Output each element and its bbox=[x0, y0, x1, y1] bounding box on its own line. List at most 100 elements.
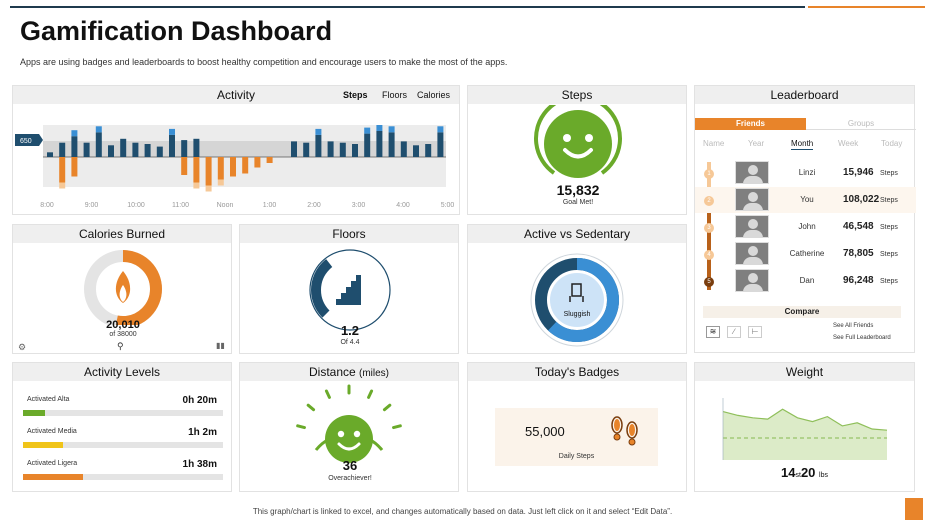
leaderboard-row[interactable]: 3 John 46,548 Steps bbox=[695, 214, 916, 240]
activity-bar-up bbox=[303, 142, 310, 157]
rank-badge: 4 bbox=[704, 250, 714, 260]
activity-bar-up bbox=[59, 142, 66, 157]
weight-value-lbs: 20 bbox=[800, 465, 816, 480]
tab-friends[interactable]: Friends bbox=[695, 118, 806, 130]
page-title: Gamification Dashboard bbox=[20, 16, 333, 46]
leaderboard-name: Linzi bbox=[798, 168, 816, 177]
sun-ray bbox=[367, 389, 374, 399]
leaderboard-row[interactable]: 2 You 108,022 Steps bbox=[695, 187, 916, 213]
leaderboard-unit: Steps bbox=[880, 224, 898, 231]
sun-ray bbox=[392, 424, 402, 430]
badge-card[interactable]: 55,000 Daily Steps bbox=[495, 408, 658, 466]
activity-bar-up bbox=[364, 133, 371, 157]
avatar-body bbox=[743, 257, 763, 265]
activity-bar-up bbox=[388, 132, 395, 157]
weight-value-st: 14 bbox=[781, 465, 796, 480]
tab-steps[interactable]: Steps bbox=[343, 90, 368, 100]
period-week[interactable]: Week bbox=[838, 139, 859, 148]
period-today[interactable]: Today bbox=[881, 139, 903, 148]
activity-bar-down bbox=[71, 157, 78, 177]
calories-title: Calories Burned bbox=[78, 227, 166, 241]
distance-unit: (miles) bbox=[359, 368, 390, 379]
steps-panel: Steps 15,832 Goal Met! bbox=[467, 85, 687, 215]
steps-caption: Goal Met! bbox=[562, 199, 594, 206]
distance-title: Distance bbox=[308, 365, 356, 379]
activity-bar-cap bbox=[169, 128, 175, 135]
stairs-icon[interactable]: ∕ bbox=[727, 326, 741, 338]
period-month[interactable]: Month bbox=[791, 139, 814, 150]
leaderboard-unit: Steps bbox=[880, 278, 898, 285]
activity-marker-badge bbox=[15, 134, 43, 146]
activity-x-label: 9:00 bbox=[85, 202, 99, 209]
avatar bbox=[735, 188, 769, 211]
avatar-head bbox=[748, 246, 758, 256]
leaderboard-unit: Steps bbox=[880, 251, 898, 258]
activity-bar-down-cap bbox=[193, 182, 200, 189]
activity-bar-down-cap bbox=[217, 179, 224, 186]
gear-icon[interactable]: ⚙ bbox=[18, 342, 27, 352]
smiley-icon bbox=[544, 110, 612, 178]
activity-panel: Activity Steps Floors Calories 650 8:00 9… bbox=[12, 85, 460, 215]
calories-panel: Calories Burned 20,010 of 38000 ⚙ ⚲ ▮▮ bbox=[12, 224, 232, 354]
footprints-icon[interactable]: ≋ bbox=[706, 326, 720, 338]
search-icon[interactable]: ⚲ bbox=[117, 341, 124, 351]
activity-chart: 650 8:00 9:00 10:00 11:00 Noon 1:00 2:00 3:00 4:… bbox=[15, 125, 454, 209]
period-name[interactable]: Name bbox=[703, 139, 725, 148]
activity-level-fill bbox=[23, 442, 63, 448]
activity-bar-cap bbox=[315, 128, 322, 135]
floors-panel: Floors 1.2 Of 4.4 bbox=[239, 224, 459, 354]
active-gauge bbox=[530, 253, 624, 347]
rank-badge: 2 bbox=[704, 196, 714, 206]
activity-bar-up bbox=[376, 131, 383, 157]
activity-bar-up bbox=[193, 138, 200, 157]
floors-value: 1.2 bbox=[340, 323, 360, 338]
activity-bar-up bbox=[437, 132, 444, 157]
activity-bar-cap bbox=[364, 127, 371, 134]
activity-bar-up bbox=[132, 142, 139, 157]
chair-icon[interactable]: ⊢ bbox=[748, 326, 762, 338]
activity-level-label: Activated Alta bbox=[27, 396, 70, 403]
activity-level-fill bbox=[23, 410, 45, 416]
steps-gauge-arc bbox=[534, 105, 622, 175]
period-year[interactable]: Year bbox=[748, 139, 765, 148]
page-subtitle: Apps are using badges and leaderboards t… bbox=[20, 57, 508, 67]
activity-x-label: 8:00 bbox=[40, 202, 54, 209]
activity-bar-up bbox=[108, 145, 114, 157]
see-all-friends-link[interactable]: See All Friends bbox=[833, 323, 874, 329]
activity-bar-down bbox=[205, 157, 212, 186]
chair-icon bbox=[571, 283, 582, 297]
top-accent-line bbox=[10, 6, 805, 8]
tab-floors[interactable]: Floors bbox=[382, 90, 408, 100]
activity-chart-band bbox=[43, 141, 446, 157]
footer-note: This graph/chart is linked to excel, and… bbox=[252, 507, 673, 516]
activity-bar-up bbox=[120, 138, 127, 157]
compare-button[interactable]: Compare bbox=[703, 306, 901, 318]
activity-bar-up bbox=[144, 144, 151, 157]
activity-x-label: 4:00 bbox=[396, 202, 410, 209]
activity-bar-down bbox=[59, 157, 66, 183]
avatar-head bbox=[748, 273, 758, 283]
tab-groups[interactable]: Groups bbox=[806, 118, 916, 130]
activity-bar-down bbox=[230, 157, 236, 177]
activity-marker-label: 650 bbox=[20, 138, 32, 145]
footprints-icon bbox=[611, 416, 638, 446]
sun-ray bbox=[382, 403, 392, 412]
activity-bar-up bbox=[47, 152, 53, 157]
avatar-body bbox=[743, 176, 763, 184]
leaderboard-row[interactable]: 4 Catherine 78,805 Steps bbox=[695, 241, 916, 267]
see-full-leaderboard-link[interactable]: See Full Leaderboard bbox=[833, 335, 891, 341]
activity-level-track bbox=[23, 410, 223, 416]
distance-gauge bbox=[296, 384, 402, 463]
floors-gauge-fill bbox=[311, 251, 389, 329]
weight-chart bbox=[722, 398, 888, 460]
leaderboard-name: John bbox=[798, 222, 816, 231]
leaderboard-row[interactable]: 1 Linzi 15,946 Steps bbox=[695, 160, 916, 186]
leaderboard-row[interactable]: 5 Dan 96,248 Steps bbox=[695, 268, 916, 294]
activity-bar-down bbox=[242, 157, 249, 174]
leaderboard-steps: 78,805 bbox=[843, 248, 874, 259]
tab-calories[interactable]: Calories bbox=[417, 90, 451, 100]
top-accent-line-orange bbox=[808, 6, 925, 8]
weight-title: Weight bbox=[785, 365, 824, 379]
steps-value: 15,832 bbox=[556, 182, 600, 198]
bar-chart-icon[interactable]: ▮▮ bbox=[216, 341, 225, 350]
